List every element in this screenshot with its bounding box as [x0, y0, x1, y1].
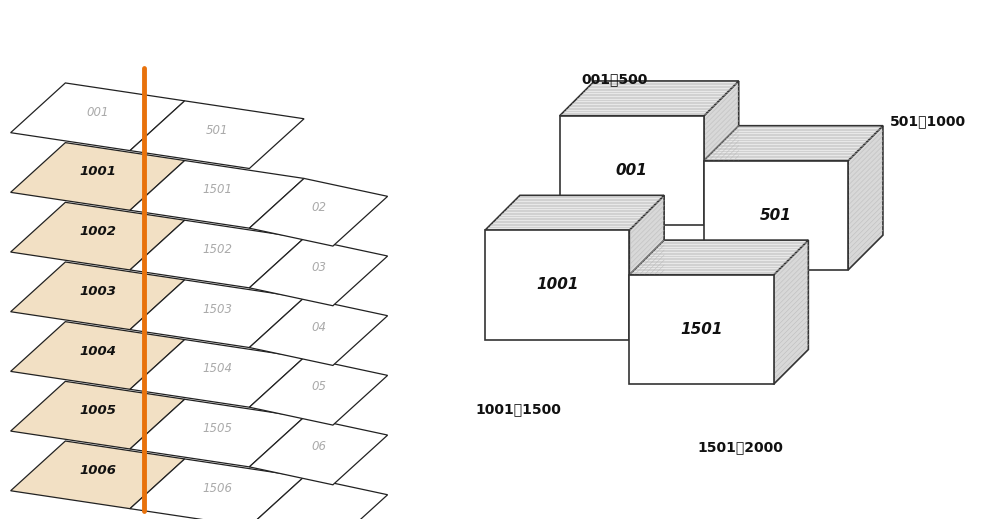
Polygon shape — [130, 340, 304, 407]
Text: 04: 04 — [311, 321, 326, 334]
Polygon shape — [249, 238, 388, 306]
Polygon shape — [249, 417, 388, 485]
Polygon shape — [130, 459, 304, 520]
Polygon shape — [11, 142, 185, 210]
Text: 1501: 1501 — [202, 184, 232, 197]
Text: 1502: 1502 — [202, 243, 232, 256]
Polygon shape — [848, 126, 883, 270]
Polygon shape — [249, 477, 388, 520]
Polygon shape — [249, 298, 388, 366]
Text: 1503: 1503 — [202, 303, 232, 316]
Text: 1501～2000: 1501～2000 — [698, 440, 784, 454]
Text: 501: 501 — [206, 124, 228, 137]
Text: 02: 02 — [311, 201, 326, 214]
Text: 03: 03 — [311, 261, 326, 274]
Text: 001: 001 — [616, 163, 648, 178]
Polygon shape — [249, 357, 388, 425]
Polygon shape — [704, 126, 883, 161]
Polygon shape — [130, 101, 304, 168]
Polygon shape — [130, 280, 304, 347]
Polygon shape — [11, 83, 185, 151]
Polygon shape — [774, 240, 808, 384]
Text: 1003: 1003 — [79, 285, 116, 298]
Polygon shape — [249, 178, 388, 246]
Text: 1004: 1004 — [79, 345, 116, 358]
Text: 1002: 1002 — [79, 225, 116, 238]
Text: 1001: 1001 — [79, 165, 116, 178]
Text: 1005: 1005 — [79, 404, 116, 417]
Text: 1501: 1501 — [680, 322, 723, 337]
Polygon shape — [704, 161, 848, 270]
Polygon shape — [560, 81, 739, 116]
Polygon shape — [560, 116, 704, 225]
Polygon shape — [485, 230, 629, 340]
Text: 1506: 1506 — [202, 482, 232, 495]
Polygon shape — [629, 196, 664, 340]
Text: 501～1000: 501～1000 — [890, 114, 966, 128]
Polygon shape — [629, 275, 774, 384]
Polygon shape — [629, 240, 808, 275]
Text: 05: 05 — [311, 380, 326, 393]
Text: 501: 501 — [760, 208, 792, 223]
Text: 1505: 1505 — [202, 422, 232, 435]
Text: 001: 001 — [86, 106, 109, 119]
Polygon shape — [704, 81, 739, 225]
Polygon shape — [130, 161, 304, 228]
Text: 06: 06 — [311, 440, 326, 453]
Text: 1001: 1001 — [536, 277, 578, 292]
Text: 1006: 1006 — [79, 464, 116, 477]
Polygon shape — [485, 196, 664, 230]
Text: 1001～1500: 1001～1500 — [475, 402, 561, 416]
Polygon shape — [11, 202, 185, 270]
Polygon shape — [11, 381, 185, 449]
Text: 001～500: 001～500 — [581, 72, 648, 86]
Polygon shape — [130, 220, 304, 288]
Text: 1504: 1504 — [202, 362, 232, 375]
Polygon shape — [130, 399, 304, 467]
Polygon shape — [11, 262, 185, 330]
Polygon shape — [11, 322, 185, 389]
Polygon shape — [11, 441, 185, 509]
